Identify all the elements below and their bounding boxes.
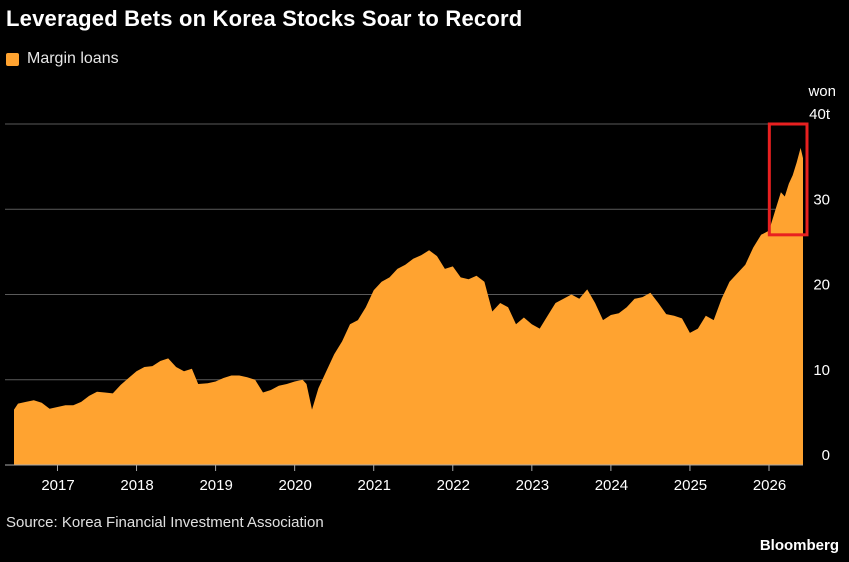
legend: Margin loans <box>6 50 119 68</box>
x-tick-label: 2022 <box>437 477 470 494</box>
legend-swatch-margin-loans <box>6 52 19 66</box>
y-tick-label: 20 <box>813 277 830 294</box>
y-unit-label: won <box>807 83 836 100</box>
x-tick-label: 2026 <box>753 477 786 494</box>
highlight-box <box>767 122 809 237</box>
x-tick-label: 2018 <box>120 477 153 494</box>
area-margin-loans <box>14 147 803 465</box>
x-tick-label: 2024 <box>595 477 628 494</box>
y-tick-label: 10 <box>813 362 830 379</box>
x-tick-label: 2023 <box>516 477 549 494</box>
x-tick-label: 2019 <box>199 477 232 494</box>
y-tick-label: 0 <box>822 447 830 464</box>
x-tick-label: 2025 <box>674 477 707 494</box>
y-tick-label: 40t <box>809 106 831 123</box>
legend-label-margin-loans: Margin loans <box>27 50 119 67</box>
x-tick-label: 2017 <box>41 477 74 494</box>
y-tick-label: 30 <box>813 191 830 208</box>
bloomberg-logo: Bloomberg <box>759 537 839 554</box>
x-tick-label: 2021 <box>358 477 391 494</box>
chart-title: Leveraged Bets on Korea Stocks Soar to R… <box>6 6 523 31</box>
x-tick-label: 2020 <box>278 477 311 494</box>
source-note: Source: Korea Financial Investment Assoc… <box>6 514 324 531</box>
